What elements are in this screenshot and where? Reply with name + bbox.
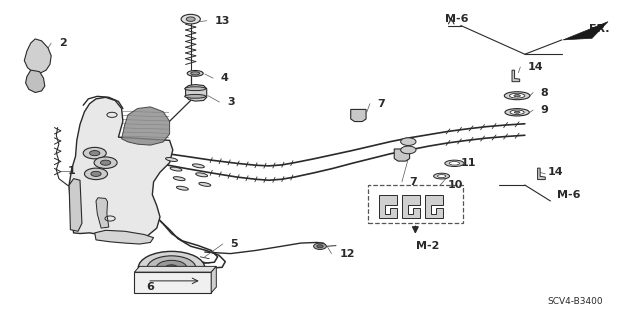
Circle shape: [94, 157, 117, 168]
Circle shape: [401, 146, 416, 154]
Text: 4: 4: [221, 73, 228, 83]
Text: 1: 1: [67, 166, 75, 176]
Ellipse shape: [193, 164, 204, 168]
Text: 8: 8: [541, 87, 548, 98]
Text: 3: 3: [227, 97, 235, 107]
Text: 10: 10: [448, 180, 463, 190]
Circle shape: [100, 160, 111, 165]
Ellipse shape: [438, 175, 445, 177]
Ellipse shape: [445, 160, 464, 167]
Ellipse shape: [166, 158, 177, 161]
Polygon shape: [563, 22, 608, 40]
Circle shape: [181, 14, 200, 24]
Ellipse shape: [509, 93, 525, 98]
Polygon shape: [96, 198, 109, 228]
Ellipse shape: [505, 108, 529, 116]
Ellipse shape: [184, 87, 206, 91]
Ellipse shape: [187, 70, 204, 76]
Circle shape: [91, 171, 101, 176]
Text: M-6: M-6: [557, 189, 580, 200]
Polygon shape: [26, 70, 45, 93]
Ellipse shape: [434, 173, 449, 179]
Polygon shape: [425, 195, 443, 218]
Polygon shape: [95, 230, 154, 244]
Polygon shape: [69, 179, 82, 231]
Ellipse shape: [514, 94, 520, 97]
Ellipse shape: [173, 177, 185, 181]
Text: 14: 14: [547, 167, 563, 177]
Text: 11: 11: [461, 158, 476, 168]
Polygon shape: [211, 266, 216, 293]
Polygon shape: [69, 97, 173, 240]
Ellipse shape: [515, 111, 520, 113]
Polygon shape: [394, 149, 410, 161]
Ellipse shape: [191, 72, 200, 75]
Circle shape: [314, 243, 326, 249]
Circle shape: [401, 138, 416, 145]
Polygon shape: [402, 195, 420, 218]
Ellipse shape: [504, 92, 530, 100]
Polygon shape: [351, 109, 366, 122]
Text: 9: 9: [541, 105, 548, 115]
Circle shape: [138, 251, 205, 285]
Circle shape: [317, 245, 323, 248]
Text: M-2: M-2: [416, 241, 440, 251]
Text: 14: 14: [528, 62, 543, 72]
Circle shape: [90, 151, 100, 156]
Ellipse shape: [449, 161, 460, 165]
Polygon shape: [186, 85, 207, 101]
Text: 2: 2: [59, 38, 67, 48]
Text: M-6: M-6: [445, 14, 468, 24]
Circle shape: [156, 260, 187, 276]
Ellipse shape: [199, 182, 211, 186]
Ellipse shape: [177, 186, 188, 190]
Circle shape: [165, 265, 178, 271]
Bar: [134, 272, 211, 293]
Bar: [368, 185, 463, 223]
Text: 7: 7: [378, 99, 385, 109]
Polygon shape: [379, 195, 397, 218]
Polygon shape: [512, 70, 520, 82]
Text: SCV4-B3400: SCV4-B3400: [547, 297, 603, 306]
Text: 7: 7: [410, 177, 417, 187]
Text: 13: 13: [214, 16, 230, 26]
Circle shape: [83, 147, 106, 159]
Text: 6: 6: [146, 282, 154, 292]
Ellipse shape: [510, 110, 524, 115]
Circle shape: [186, 17, 195, 21]
Text: 5: 5: [230, 239, 238, 249]
Polygon shape: [24, 39, 51, 73]
Polygon shape: [538, 168, 545, 180]
Polygon shape: [122, 107, 170, 145]
Ellipse shape: [170, 167, 182, 171]
Ellipse shape: [184, 94, 206, 98]
Text: FR.: FR.: [589, 24, 609, 34]
Circle shape: [147, 256, 196, 280]
Text: 12: 12: [339, 249, 355, 259]
Polygon shape: [134, 266, 216, 272]
Ellipse shape: [196, 173, 207, 177]
Circle shape: [84, 168, 108, 180]
